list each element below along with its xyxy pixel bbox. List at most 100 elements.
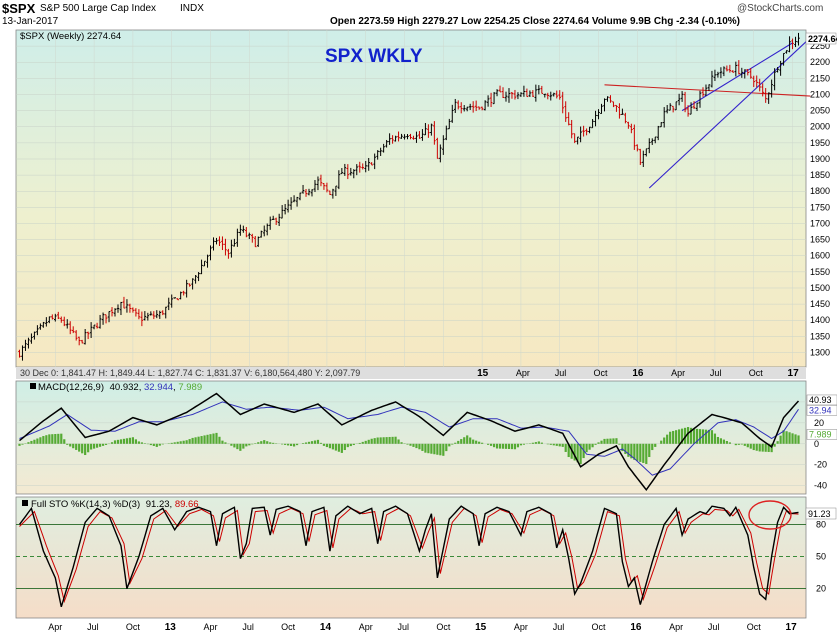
- price-ohlc-bars: [18, 32, 800, 361]
- macd-tick-label: 20: [814, 418, 824, 428]
- price-tick-label: 1750: [810, 202, 830, 212]
- price-tick-label: 1600: [810, 251, 830, 261]
- svg-text:Full STO %K(14,3) %D(3): Full STO %K(14,3) %D(3) 91.23, 89.66: [31, 499, 199, 510]
- macd-signal-line: [19, 401, 799, 476]
- upper-time-label: Apr: [516, 368, 530, 378]
- bottom-time-label: Apr: [48, 622, 62, 632]
- price-tick-label: 1450: [810, 299, 830, 309]
- price-tick-label: 2050: [810, 106, 830, 116]
- macd-value: 40.932: [110, 382, 139, 393]
- status-bar: 30 Dec 0: 1,841.47 H: 1,849.44 L: 1,827.…: [20, 368, 360, 378]
- sto-highlight-circle: [748, 500, 792, 530]
- time-axis-upper: 30 Dec 0: 1,841.47 H: 1,849.44 L: 1,827.…: [16, 367, 806, 379]
- sto-tick-label: 80: [816, 519, 826, 529]
- price-legend: $SPX (Weekly) 2274.64: [20, 31, 121, 42]
- bottom-time-label: Oct: [436, 622, 451, 632]
- bottom-time-label: Jul: [242, 622, 254, 632]
- price-panel-bg: [15, 29, 807, 368]
- bottom-time-label: Jul: [708, 622, 720, 632]
- sto-legend: Full STO %K(14,3) %D(3) 91.23, 89.66: [22, 499, 199, 510]
- price-tick-label: 1700: [810, 218, 830, 228]
- bottom-time-label: Oct: [747, 622, 762, 632]
- price-tick-label: 1300: [810, 347, 830, 357]
- last-price-box: [805, 32, 837, 45]
- price-tick-label: 1800: [810, 186, 830, 196]
- bottom-time-axis: Apr Jul Oct 13 Apr Jul Oct 14 Apr Jul Oct 15 Apr Jul O…: [48, 622, 797, 633]
- macd-tick-label: -40: [814, 481, 827, 491]
- macd-swatch: [30, 383, 36, 389]
- bottom-time-label: Apr: [669, 622, 683, 632]
- macd-panel-bg: [15, 380, 807, 495]
- upper-time-label: Oct: [749, 368, 764, 378]
- price-tick-label: 1350: [810, 331, 830, 341]
- chart-header: $SPX S&P 500 Large Cap Index INDX @Stock…: [0, 0, 837, 30]
- macd-panel: -40-2002040 MACD(12,26,9) 40.932, 32.944…: [15, 380, 837, 495]
- price-gridlines: [16, 30, 806, 367]
- bottom-time-label: 16: [630, 622, 642, 633]
- bottom-time-label: Oct: [126, 622, 141, 632]
- price-tick-label: 1500: [810, 283, 830, 293]
- upper-time-label: Jul: [710, 368, 722, 378]
- bottom-time-label: Oct: [592, 622, 607, 632]
- bottom-time-label: 13: [165, 622, 177, 633]
- macd-line: [19, 392, 800, 492]
- last-price-label: 2274.64: [808, 34, 837, 44]
- svg-text:MACD(12,26,9) 40.932,: MACD(12,26,9) 40.932, 32.944, 7.989: [38, 382, 202, 393]
- bottom-time-label: Apr: [514, 622, 528, 632]
- price-tick-label: 2000: [810, 122, 830, 132]
- macd-lines: [19, 392, 800, 492]
- trendline: [648, 34, 814, 189]
- symbol-title: $SPX: [2, 1, 36, 16]
- chart-date: 13-Jan-2017: [2, 16, 59, 27]
- macd-hist-value: 7.989: [178, 382, 202, 393]
- price-tick-label: 2250: [810, 41, 830, 51]
- upper-time-ticks: 15 Apr Jul Oct 16 Apr Jul Oct 17: [477, 368, 799, 379]
- price-tick-label: 1850: [810, 170, 830, 180]
- sto-lines: [18, 505, 799, 608]
- sto-panel: 20 50 80 Full STO %K(14,3) %D(3) 91.23, 89…: [15, 496, 837, 619]
- price-tick-label: 2100: [810, 89, 830, 99]
- macd-tick-label: 0: [814, 439, 819, 449]
- macd-right-box: [806, 394, 837, 406]
- upper-time-label: Oct: [594, 368, 609, 378]
- spx-wkly-annotation: SPX WKLY: [325, 46, 423, 67]
- sto-k-value: 91.23: [146, 499, 170, 510]
- macd-right-label: 32.94: [809, 405, 832, 415]
- price-tick-label: 2150: [810, 73, 830, 83]
- price-tick-label: 1900: [810, 154, 830, 164]
- macd-right-box: [806, 429, 837, 440]
- bottom-time-label: 15: [475, 622, 487, 633]
- bottom-time-label: 14: [320, 622, 332, 633]
- sto-d-line: [19, 507, 799, 604]
- upper-time-label: Apr: [671, 368, 685, 378]
- bottom-time-label: Jul: [398, 622, 410, 632]
- bottom-time-label: 17: [786, 622, 798, 633]
- macd-sep2: ,: [173, 382, 178, 393]
- macd-right-label: 7.989: [809, 429, 832, 439]
- upper-time-label: 15: [477, 368, 489, 379]
- exchange-label: INDX: [180, 3, 204, 14]
- sto-axis: 20 50 80: [816, 519, 826, 593]
- quote-line: Open 2273.59 High 2279.27 Low 2254.25 Cl…: [330, 16, 741, 27]
- bottom-time-label: Jul: [553, 622, 565, 632]
- sto-sep: ,: [170, 499, 175, 510]
- macd-sep: ,: [139, 382, 144, 393]
- sto-last-label: 91.23: [808, 509, 831, 519]
- price-axis: 1300 1350 1400 1450 1500 1550 1600 1650 1700 1750…: [810, 41, 830, 357]
- macd-right-box: [806, 405, 837, 416]
- sto-d-value: 89.66: [175, 499, 199, 510]
- stockcharts-watermark: @StockCharts.com: [737, 3, 824, 14]
- price-panel: 1300 1350 1400 1450 1500 1550 1600 1650 1700 1750…: [15, 29, 837, 368]
- bottom-time-label: Oct: [281, 622, 296, 632]
- sto-swatch: [22, 500, 28, 506]
- price-tick-label: 1550: [810, 267, 830, 277]
- macd-legend: MACD(12,26,9) 40.932, 32.944, 7.989: [30, 382, 202, 393]
- upper-time-label: 17: [788, 368, 800, 379]
- macd-right-label: 40.93: [809, 395, 832, 405]
- price-tick-label: 1400: [810, 315, 830, 325]
- sto-tick-label: 20: [816, 584, 826, 594]
- bottom-time-label: Apr: [359, 622, 373, 632]
- status-bar-bg: [16, 367, 806, 379]
